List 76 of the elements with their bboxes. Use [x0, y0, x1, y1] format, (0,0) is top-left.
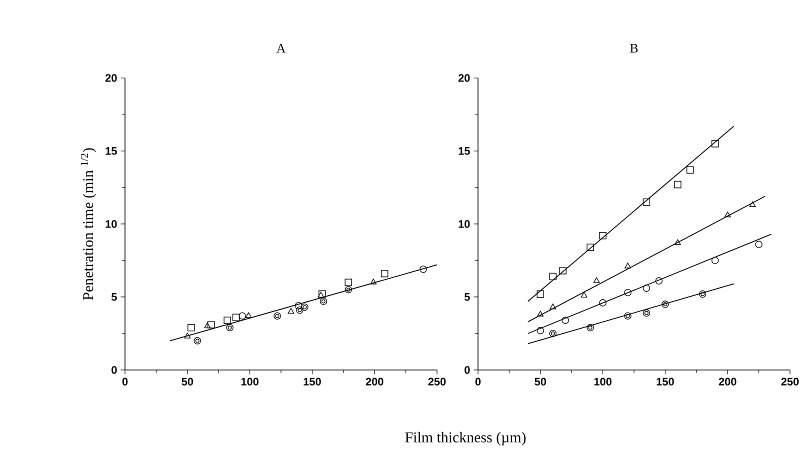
point	[642, 198, 650, 206]
point	[537, 310, 544, 316]
point	[204, 322, 211, 328]
point	[344, 286, 352, 294]
point	[549, 330, 557, 338]
y-tick-label: 0	[464, 366, 470, 374]
point	[549, 272, 557, 280]
y-tick-label: 20	[458, 74, 470, 82]
x-tick-label: 0	[122, 378, 128, 386]
point	[711, 256, 719, 264]
point	[624, 288, 632, 296]
x-tick-label: 100	[594, 378, 612, 386]
x-tick-label: 50	[534, 378, 546, 386]
y-tick-label: 10	[458, 220, 470, 228]
point	[599, 232, 606, 240]
x-tick-label: 150	[304, 378, 321, 386]
point	[296, 306, 304, 314]
y-tick-label: 15	[106, 147, 117, 155]
x-tick-label: 0	[475, 378, 481, 386]
point	[420, 266, 427, 273]
y-tick-label: 15	[458, 147, 470, 155]
point	[550, 304, 556, 310]
point	[301, 304, 308, 311]
point	[674, 239, 681, 245]
x-tick-label: 250	[428, 378, 446, 386]
point	[207, 321, 215, 328]
point	[624, 262, 631, 268]
y-tick-label: 20	[105, 74, 117, 82]
point	[274, 312, 281, 320]
point	[224, 316, 231, 324]
x-tick-label: 250	[781, 378, 799, 386]
point	[580, 292, 588, 298]
y-tick-label: 5	[111, 293, 117, 301]
point	[226, 324, 234, 332]
x-tick-label: 100	[241, 378, 258, 386]
point	[294, 302, 302, 310]
y-tick-label: 0	[112, 366, 117, 374]
point	[755, 240, 762, 248]
x-tick-label: 50	[182, 378, 194, 386]
x-tick-label: 200	[718, 378, 736, 386]
point	[674, 180, 682, 188]
point	[599, 299, 606, 306]
point	[662, 300, 669, 308]
point	[536, 290, 544, 298]
point	[536, 326, 544, 334]
point	[344, 278, 352, 286]
point	[593, 277, 600, 283]
point	[238, 312, 246, 320]
point	[380, 270, 388, 278]
point	[559, 267, 567, 274]
point	[749, 201, 756, 207]
x-axis-title: Film thickness (µm)	[405, 432, 526, 446]
point	[724, 212, 731, 218]
point	[562, 316, 570, 324]
x-tick-label: 150	[656, 378, 674, 386]
point	[686, 166, 694, 174]
point	[586, 244, 594, 251]
point	[642, 284, 650, 292]
chart-title: A	[276, 44, 286, 52]
point	[370, 278, 377, 284]
chart-title: B	[630, 44, 638, 52]
point	[194, 337, 202, 344]
x-tick-label: 200	[366, 378, 384, 386]
point	[642, 309, 650, 317]
point	[586, 324, 594, 332]
y-axis-title: Penetration time (min $^{1/2}$)	[80, 148, 96, 300]
point	[245, 312, 252, 318]
y-tick-label: 5	[464, 293, 470, 301]
point	[699, 290, 706, 298]
point	[288, 308, 294, 314]
point	[232, 314, 240, 322]
point	[711, 140, 719, 148]
point	[655, 277, 663, 285]
y-tick-label: 10	[106, 220, 117, 228]
point	[320, 298, 328, 306]
point	[624, 312, 632, 320]
